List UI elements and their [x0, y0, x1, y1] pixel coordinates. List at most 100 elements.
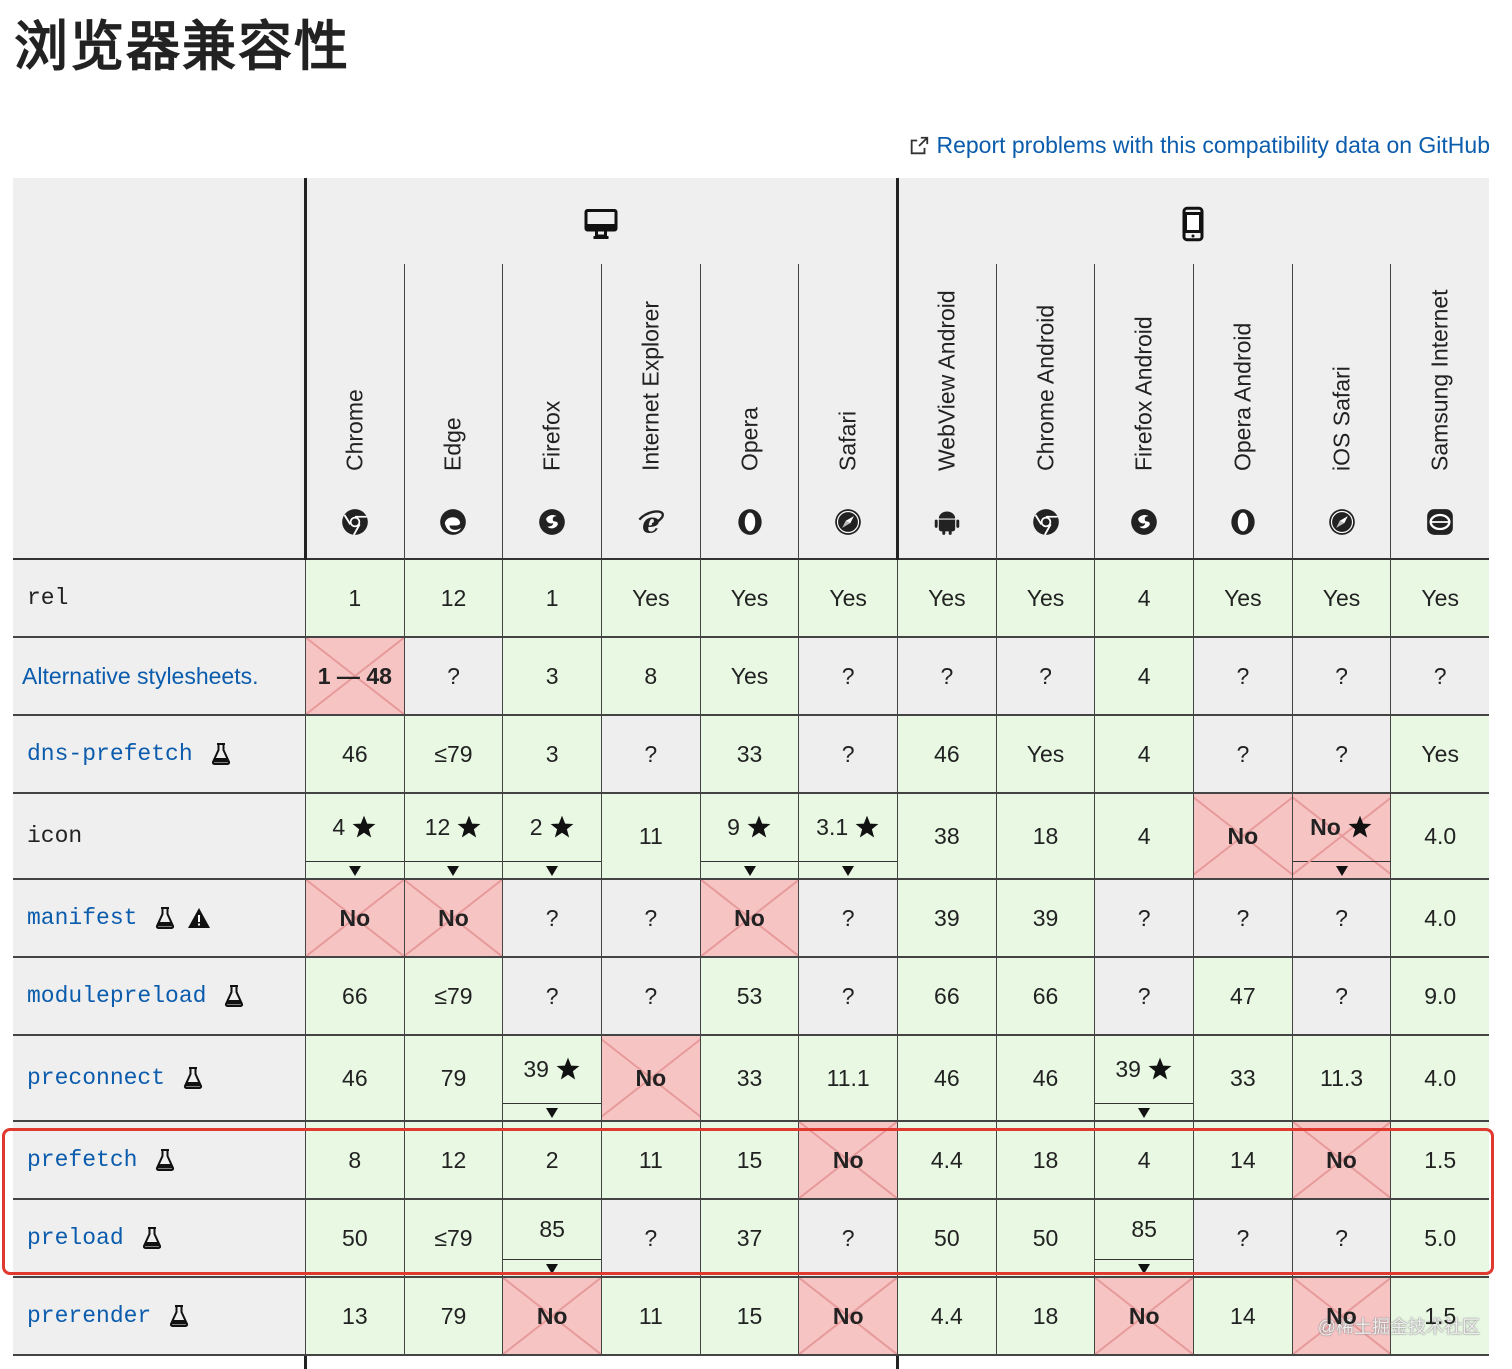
support-version: Yes [1421, 740, 1459, 767]
watermark: @稀土掘金技术社区 [1317, 1317, 1480, 1337]
support-version: 46 [934, 740, 960, 767]
support-cell-opera[interactable]: 9 [699, 794, 799, 880]
support-version: 46 [934, 1064, 960, 1091]
experimental-icon [225, 985, 244, 1007]
support-cell-samsung-internet: 4.0 [1390, 1036, 1490, 1122]
feature-link[interactable]: prefetch [27, 1147, 138, 1173]
support-version: No [438, 904, 469, 931]
support-cell-webview-android: 66 [897, 958, 996, 1036]
support-version: No [1326, 1146, 1357, 1173]
firefox-icon [1131, 509, 1158, 535]
support-version: 4.0 [1424, 1064, 1457, 1091]
support-cell-firefox[interactable]: 39 [502, 1036, 601, 1122]
partial-support-star-icon [457, 815, 481, 838]
mobile-icon [1182, 206, 1204, 242]
expand-notes-icon[interactable] [447, 866, 460, 876]
expand-notes-icon[interactable] [1335, 866, 1348, 876]
expand-notes-icon[interactable] [546, 1264, 559, 1274]
support-cell-firefox-android[interactable]: 39 [1094, 1036, 1194, 1122]
feature-link[interactable]: preload [27, 1225, 124, 1251]
expand-notes-icon[interactable] [348, 866, 361, 876]
support-cell-ios-safari: Yes [1291, 560, 1391, 638]
support-cell-firefox-android: 4 [1094, 638, 1194, 716]
support-cell-firefox: 1 [502, 560, 601, 638]
browser-header-webview-android: WebView Android [897, 264, 996, 560]
browser-header-firefox: Firefox [502, 264, 601, 560]
support-version: 12 [440, 584, 467, 611]
experimental-icon [211, 743, 230, 765]
support-cell-samsung-internet: 4.0 [1390, 880, 1490, 958]
support-version: 4.4 [930, 1146, 963, 1173]
support-cell-opera: No [699, 880, 799, 958]
notes-divider [306, 861, 404, 862]
support-version: No [339, 904, 371, 931]
support-cell-firefox: ? [502, 958, 601, 1036]
support-version: 4 [1137, 740, 1151, 767]
support-cell-firefox[interactable]: 2 [502, 794, 601, 880]
support-cell-firefox[interactable]: 85 [502, 1200, 601, 1278]
table-row: Alternative stylesheets. 1 — 48? 3 8 Yes??? 4… [13, 638, 1490, 716]
support-version: No [1310, 813, 1341, 840]
experimental-icon [156, 907, 175, 929]
support-cell-safari: ? [798, 880, 897, 958]
feature-link[interactable]: dns-prefetch [27, 741, 193, 767]
support-cell-internet-explorer: ? [601, 880, 700, 958]
opera-icon [737, 509, 762, 535]
support-cell-opera: 33 [699, 716, 799, 794]
support-version: ? [1236, 740, 1250, 767]
browser-name: iOS Safari [1328, 366, 1355, 471]
support-cell-firefox-android[interactable]: 85 [1094, 1200, 1194, 1278]
support-cell-edge[interactable]: 12 [403, 794, 503, 880]
feature-label: icon [13, 794, 305, 880]
support-cell-firefox: ? [502, 880, 601, 958]
support-cell-edge: ≤79 [403, 1200, 503, 1278]
support-cell-ios-safari[interactable]: No [1291, 794, 1391, 880]
browser-header-firefox-android: Firefox Android [1094, 264, 1194, 560]
support-version: ? [644, 1224, 658, 1251]
platform-header-mobile [897, 178, 1490, 266]
notes-divider [503, 1259, 601, 1260]
support-cell-firefox-android: 4 [1094, 560, 1194, 638]
support-cell-opera: Yes [699, 560, 799, 638]
browser-header-chrome-android: Chrome Android [995, 264, 1095, 560]
support-version: 5.0 [1424, 1224, 1457, 1251]
support-cell-chrome: 8 [305, 1122, 404, 1200]
feature-link[interactable]: Alternative stylesheets. [22, 662, 259, 689]
feature-link[interactable]: preconnect [27, 1065, 166, 1091]
support-version: Yes [1026, 584, 1065, 611]
table-row: icon 4 12 2 11 9 3.1 38 18 4 No No 4.0 [13, 794, 1490, 880]
feature-link[interactable]: prerender [27, 1303, 152, 1329]
support-version: No [734, 904, 765, 931]
support-cell-firefox-android: 4 [1094, 794, 1194, 880]
expand-notes-icon[interactable] [546, 1108, 559, 1118]
expand-notes-icon[interactable] [1138, 1108, 1151, 1118]
support-cell-samsung-internet: Yes [1390, 560, 1490, 638]
support-version: 1 — 48 [317, 662, 392, 689]
support-version: ? [644, 740, 658, 767]
support-version: 8 [644, 662, 658, 689]
expand-notes-icon[interactable] [546, 866, 559, 876]
support-version: ? [1335, 1224, 1348, 1251]
support-version: 9 [727, 813, 740, 840]
feature-label: rel [13, 560, 305, 638]
report-problems-link[interactable]: Report problems with this compatibility … [908, 132, 1490, 159]
feature-link[interactable]: manifest [27, 905, 138, 931]
browser-name: Firefox Android [1130, 316, 1157, 471]
browser-name: Opera Android [1229, 322, 1256, 471]
support-version: 3 [545, 740, 559, 767]
support-cell-chrome-android: 46 [995, 1036, 1095, 1122]
support-version: ? [841, 1224, 855, 1251]
support-version: ? [1433, 662, 1447, 689]
support-cell-safari[interactable]: 3.1 [798, 794, 897, 880]
browser-header-edge: Edge [403, 264, 503, 560]
support-cell-firefox: No [502, 1278, 601, 1356]
feature-link[interactable]: modulepreload [27, 983, 207, 1009]
feature-label: prefetch [13, 1122, 305, 1200]
support-cell-chrome[interactable]: 4 [305, 794, 404, 880]
experimental-icon [142, 1227, 161, 1249]
expand-notes-icon[interactable] [743, 866, 756, 876]
chrome-icon [1032, 509, 1059, 536]
expand-notes-icon[interactable] [842, 866, 855, 876]
support-version: 4.0 [1424, 904, 1457, 931]
expand-notes-icon[interactable] [1138, 1264, 1151, 1274]
